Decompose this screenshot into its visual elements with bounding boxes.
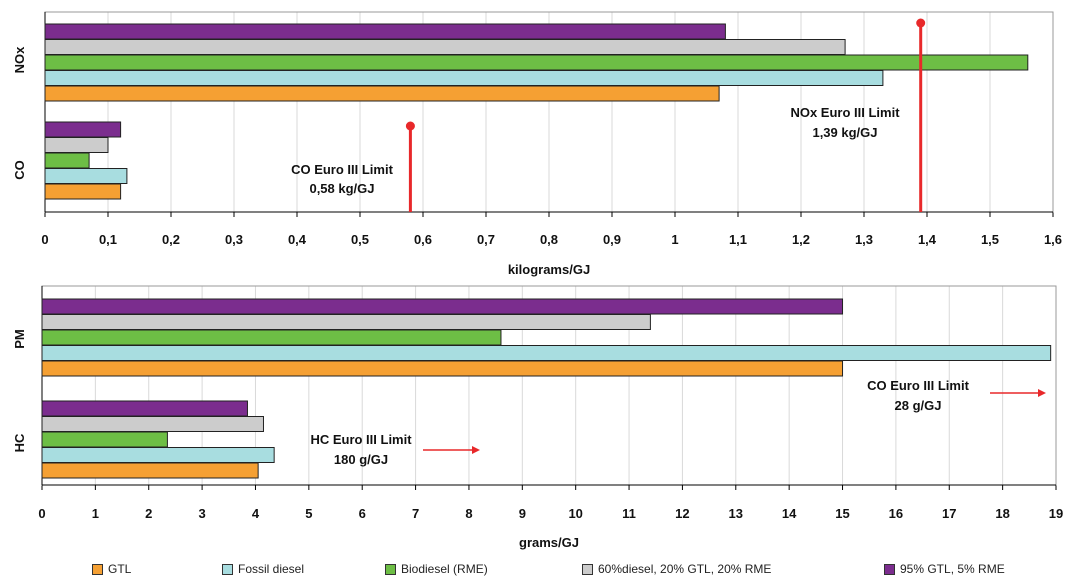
x-tick-label: 0,5 <box>351 232 369 247</box>
legend-label-biodiesel: Biodiesel (RME) <box>401 562 488 576</box>
x-tick-label: 14 <box>782 506 797 521</box>
co-limit-bottom-label: CO Euro III Limit <box>867 378 970 393</box>
category-label-pm: PM <box>12 329 27 349</box>
bar-hc-60-diesel-20-gtl-20-rme <box>41 416 264 432</box>
legend: GTL Fossil diesel Biodiesel (RME) 60%die… <box>0 562 1068 578</box>
hc-limit-label: HC Euro III Limit <box>310 432 412 447</box>
co-limit-marker <box>405 121 415 131</box>
x-tick-label: 1,3 <box>855 232 873 247</box>
x-tick-label: 2 <box>145 506 152 521</box>
legend-item-gtl: GTL <box>92 562 131 576</box>
bar-nox-60-diesel-20-gtl-20-rme <box>44 39 846 55</box>
x-tick-label: 0,1 <box>99 232 117 247</box>
x-tick-label: 1,1 <box>729 232 747 247</box>
x-tick-label: 9 <box>519 506 526 521</box>
bar-hc-gtl <box>41 462 259 479</box>
legend-swatch-mix60 <box>582 563 593 575</box>
co-limit-label: CO Euro III Limit <box>291 162 394 177</box>
x-tick-label: 0,3 <box>225 232 243 247</box>
x-tick-label: 1,6 <box>1044 232 1062 247</box>
bar-co-gtl <box>44 183 122 200</box>
legend-item-mix60: 60%diesel, 20% GTL, 20% RME <box>582 562 771 576</box>
x-tick-label: 0,8 <box>540 232 558 247</box>
x-tick-label: 7 <box>412 506 419 521</box>
bar-nox-biodiesel-rme <box>44 54 1029 71</box>
legend-label-gtl: GTL <box>108 562 132 576</box>
legend-item-biodiesel: Biodiesel (RME) <box>385 562 488 576</box>
x-tick-label: 1,4 <box>918 232 937 247</box>
category-label-nox: NOx <box>12 46 27 74</box>
hc-limit-value: 180 g/GJ <box>334 452 388 467</box>
x-tick-label: 0,6 <box>414 232 432 247</box>
x-tick-label: 1,5 <box>981 232 999 247</box>
x-tick-label: 11 <box>622 506 636 521</box>
legend-swatch-mix95 <box>884 563 895 575</box>
nox-limit-label: NOx Euro III Limit <box>790 105 900 120</box>
x-axis-title: grams/GJ <box>519 535 579 550</box>
x-tick-label: 0,2 <box>162 232 180 247</box>
bar-pm-60-diesel-20-gtl-20-rme <box>41 314 651 330</box>
legend-item-mix95: 95% GTL, 5% RME <box>884 562 1005 576</box>
x-tick-label: 4 <box>252 506 260 521</box>
category-label-hc: HC <box>12 433 27 452</box>
bar-nox-fossil-diesel <box>44 70 884 86</box>
x-tick-label: 1 <box>671 232 678 247</box>
x-tick-label: 8 <box>465 506 472 521</box>
legend-label-mix60: 60%diesel, 20% GTL, 20% RME <box>598 562 772 576</box>
hc-limit-arrow-head <box>472 446 480 454</box>
bar-pm-fossil-diesel <box>41 345 1052 361</box>
legend-label-fossil-diesel: Fossil diesel <box>238 562 305 576</box>
x-tick-label: 5 <box>305 506 312 521</box>
bar-pm-95-gtl-5-rme <box>41 298 844 315</box>
bar-pm-biodiesel-rme <box>41 329 502 346</box>
x-tick-label: 18 <box>995 506 1009 521</box>
x-tick-label: 10 <box>568 506 582 521</box>
x-axis-title: kilograms/GJ <box>508 262 590 277</box>
co-limit-value: 0,58 kg/GJ <box>309 181 374 196</box>
x-tick-label: 0,9 <box>603 232 621 247</box>
x-tick-label: 0 <box>41 232 48 247</box>
legend-swatch-biodiesel <box>385 563 396 575</box>
bar-hc-95-gtl-5-rme <box>41 400 248 417</box>
nox-limit-value: 1,39 kg/GJ <box>812 125 877 140</box>
legend-item-fossil-diesel: Fossil diesel <box>222 562 304 576</box>
bar-co-biodiesel-rme <box>44 152 90 169</box>
bar-co-60-diesel-20-gtl-20-rme <box>44 137 109 153</box>
x-tick-label: 19 <box>1049 506 1063 521</box>
co-limit-bottom-value: 28 g/GJ <box>895 398 942 413</box>
x-tick-label: 3 <box>198 506 205 521</box>
x-tick-label: 0,7 <box>477 232 495 247</box>
bar-hc-biodiesel-rme <box>41 431 168 448</box>
x-tick-label: 16 <box>889 506 903 521</box>
emissions-chart: 0 0,1 0,2 0,3 0,4 0,5 0,6 0,7 0,8 0,9 1 1,1 1,2 1,3 1,… <box>12 11 1063 550</box>
x-tick-label: 0,4 <box>288 232 307 247</box>
category-label-co: CO <box>12 160 27 180</box>
bottom-chart-panel: 0 1 2 3 4 5 6 7 8 9 10 11 12 13 14 15 16 17 18 19PMHCgrams/… <box>12 285 1063 550</box>
bar-hc-fossil-diesel <box>41 447 275 463</box>
bar-pm-gtl <box>41 360 844 377</box>
top-chart-panel: 0 0,1 0,2 0,3 0,4 0,5 0,6 0,7 0,8 0,9 1 1,1 1,2 1,3 1,… <box>12 11 1062 277</box>
bar-nox-95-gtl-5-rme <box>44 23 726 40</box>
x-tick-label: 1,2 <box>792 232 810 247</box>
bar-co-95-gtl-5-rme <box>44 121 122 138</box>
x-tick-label: 6 <box>359 506 366 521</box>
x-tick-label: 13 <box>729 506 743 521</box>
x-tick-label: 17 <box>942 506 956 521</box>
legend-label-mix95: 95% GTL, 5% RME <box>900 562 1005 576</box>
legend-swatch-fossil-diesel <box>222 563 233 575</box>
x-tick-label: 0 <box>38 506 45 521</box>
bar-co-fossil-diesel <box>44 168 128 184</box>
x-tick-label: 1 <box>92 506 99 521</box>
x-tick-label: 12 <box>675 506 689 521</box>
nox-limit-marker <box>916 18 926 28</box>
legend-swatch-gtl <box>92 563 103 575</box>
x-tick-label: 15 <box>835 506 849 521</box>
bar-nox-gtl <box>44 85 720 102</box>
co-limit-arrow-head <box>1038 389 1046 397</box>
